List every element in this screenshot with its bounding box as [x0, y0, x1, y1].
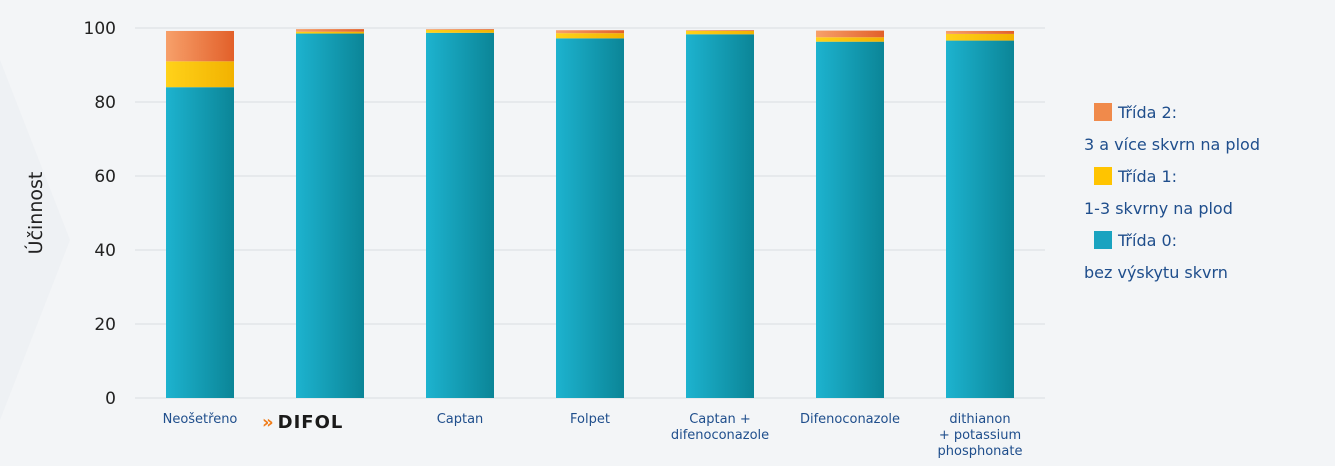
legend-item-class0: Třída 0:	[1084, 224, 1334, 256]
bar-segment-class2	[426, 29, 494, 30]
legend-title-class0: Třída 0:	[1118, 230, 1178, 250]
bar-segment-class2	[946, 30, 1014, 34]
y-tick-label: 100	[84, 19, 116, 39]
bar-segment-class2	[816, 30, 884, 38]
bar-segment-class1	[426, 29, 494, 33]
difol-wordmark: DIFOL	[277, 412, 344, 433]
bar-segment-class0	[816, 41, 884, 398]
x-tick-label: dithianon	[949, 412, 1010, 427]
legend: Třída 2: 3 a více skvrn na plod Třída 1:…	[1084, 96, 1334, 288]
bar-segment-class2	[686, 30, 754, 31]
x-tick-label: difenoconazole	[671, 428, 769, 443]
bar-segment-class1	[816, 37, 884, 42]
background-shape	[0, 60, 70, 420]
bar-segment-class2	[296, 29, 364, 32]
x-tick-label: Captan +	[689, 412, 751, 427]
x-tick-label: Difenoconazole	[800, 412, 900, 427]
bar-segment-class0	[556, 38, 624, 399]
bar-segment-class1	[296, 31, 364, 34]
stacked-bar-chart: 0 20 40 60 80 100 Účinnost Neošetřeno Captan Folp…	[23, 19, 1045, 459]
bar-segment-class1	[556, 33, 624, 39]
difol-arrows-icon: »	[262, 412, 273, 433]
bar-segment-class1	[686, 30, 754, 35]
bar-segment-class0	[296, 33, 364, 399]
x-tick-label: Neošetřeno	[163, 412, 238, 427]
legend-swatch-class1	[1094, 167, 1112, 185]
y-tick-label: 40	[94, 241, 116, 261]
bar-segment-class0	[426, 32, 494, 399]
legend-desc-class1: 1-3 skvrny na plod	[1084, 198, 1233, 218]
x-tick-label: Captan	[437, 412, 484, 427]
y-tick-label: 80	[94, 93, 116, 113]
bar-segment-class1	[166, 61, 234, 88]
bar-segment-class0	[946, 40, 1014, 399]
legend-item-class2: Třída 2:	[1084, 96, 1334, 128]
difol-logo: » DIFOL	[262, 412, 343, 433]
legend-title-class1: Třída 1:	[1118, 166, 1178, 186]
legend-swatch-class0	[1094, 231, 1112, 249]
legend-title-class2: Třída 2:	[1118, 102, 1178, 122]
legend-item-class1: Třída 1:	[1084, 160, 1334, 192]
x-tick-label: phosphonate	[938, 444, 1023, 459]
x-tick-label: + potassium	[939, 428, 1021, 443]
legend-swatch-class2	[1094, 103, 1112, 121]
bar-segment-class0	[166, 87, 234, 398]
y-tick-label: 60	[94, 167, 116, 187]
y-tick-label: 0	[105, 389, 116, 409]
bar-segment-class2	[556, 30, 624, 34]
y-tick-label: 20	[94, 315, 116, 335]
x-tick-label: Folpet	[570, 412, 610, 427]
bar-segment-class0	[686, 34, 754, 398]
legend-desc-class2: 3 a více skvrn na plod	[1084, 134, 1260, 154]
bar-segment-class1	[946, 33, 1014, 41]
legend-desc-class0: bez výskytu skvrn	[1084, 262, 1228, 282]
bar-segment-class2	[166, 30, 234, 62]
y-axis-title: Účinnost	[23, 172, 47, 255]
